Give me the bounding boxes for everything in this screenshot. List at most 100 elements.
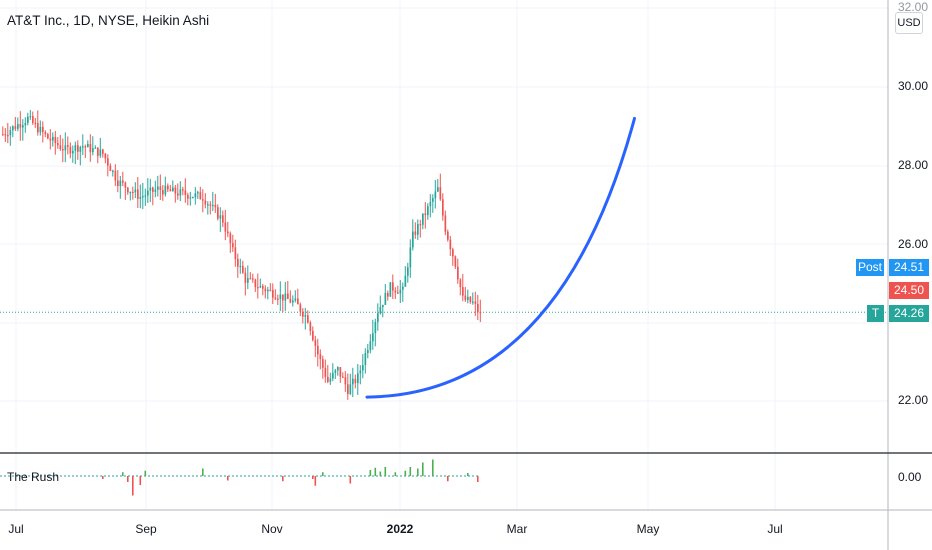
indicator-bar <box>369 470 372 476</box>
post-prefix-tag: Post <box>856 259 884 276</box>
candle-body <box>62 149 64 151</box>
candle-body <box>22 125 24 128</box>
candle-body <box>177 193 179 196</box>
candle-body <box>82 146 84 148</box>
candle-body <box>397 292 399 294</box>
candle-body <box>472 301 474 303</box>
candle-body <box>432 198 434 202</box>
candle-body <box>72 150 74 154</box>
candle-body <box>59 145 62 150</box>
candle-body <box>169 189 172 192</box>
candle-body <box>152 187 154 192</box>
candle-body <box>187 194 189 199</box>
candle-body <box>217 207 219 219</box>
candle-body <box>39 126 42 133</box>
candle-body <box>9 130 12 136</box>
candle-body <box>312 330 314 341</box>
candle-body <box>77 145 79 152</box>
post-price-tag: 24.51 <box>889 259 929 276</box>
indicator-bar <box>312 476 314 479</box>
candle-body <box>437 187 439 192</box>
candle-body <box>117 180 119 187</box>
candle-body <box>322 359 324 368</box>
indicator-bar <box>102 476 104 479</box>
candle-body <box>134 189 137 193</box>
indicator-zero-label: 0.00 <box>898 470 922 484</box>
candle-body <box>464 295 467 300</box>
annotation-curve <box>365 116 636 399</box>
candle-body <box>154 189 157 192</box>
candle-body <box>84 146 87 148</box>
candle-body <box>297 298 299 305</box>
indicator-bar <box>227 476 229 481</box>
candle-body <box>449 239 452 250</box>
candle-body <box>52 136 54 141</box>
candle-body <box>379 307 382 314</box>
candle-body <box>304 315 307 317</box>
candle-body <box>184 190 187 195</box>
candle-body <box>242 265 244 273</box>
candle-body <box>47 134 49 139</box>
x-tick-label: Jul <box>8 522 24 536</box>
candle-body <box>167 185 169 190</box>
indicator-bar <box>467 473 469 476</box>
indicator-bar <box>122 472 124 476</box>
indicator-bar <box>322 472 324 476</box>
candle-body <box>132 191 134 194</box>
candle-body <box>29 116 32 118</box>
candle-body <box>359 370 362 374</box>
candle-body <box>202 199 204 201</box>
rush-indicator <box>0 459 480 496</box>
candle-body <box>314 340 317 346</box>
candle-body <box>37 123 39 133</box>
candle-body <box>139 196 142 199</box>
candle-body <box>264 288 267 292</box>
candle-body <box>122 180 124 183</box>
candle-body <box>469 296 472 303</box>
candle-body <box>109 165 112 172</box>
candle-body <box>339 367 342 377</box>
x-tick-label: Jul <box>767 522 783 536</box>
candle-body <box>272 290 274 298</box>
candle-body <box>74 145 77 151</box>
candle-body <box>277 298 279 300</box>
currency-badge[interactable]: USD <box>895 12 923 34</box>
candle-body <box>224 222 227 232</box>
candle-body <box>94 147 97 149</box>
candle-body <box>279 294 282 300</box>
candle-body <box>257 287 259 289</box>
candle-body <box>414 231 417 235</box>
candle-body <box>354 378 357 384</box>
indicator-title: The Rush <box>7 470 60 484</box>
candle-body <box>369 341 372 351</box>
candle-body <box>244 272 247 283</box>
candle-body <box>19 124 22 128</box>
candle-body <box>477 303 479 313</box>
candle-body <box>104 153 107 159</box>
candle-body <box>64 145 67 151</box>
indicator-bar <box>432 459 434 476</box>
indicator-bar <box>127 476 129 482</box>
indicator-bar <box>144 470 147 476</box>
candle-body <box>79 147 82 152</box>
candle-body <box>162 190 164 195</box>
candle-body <box>384 292 387 305</box>
candle-body <box>222 215 224 223</box>
candle-body <box>97 147 99 156</box>
indicator-bar <box>394 472 397 476</box>
candle-body <box>89 143 92 153</box>
candle-body <box>254 279 257 288</box>
x-tick-label: Mar <box>506 522 528 536</box>
candle-body <box>347 384 349 394</box>
y-tick-label: 22.00 <box>898 393 929 407</box>
candle-body <box>399 289 402 294</box>
candle-body <box>302 311 304 317</box>
candle-body <box>99 149 102 156</box>
candle-body <box>212 204 214 207</box>
candle-body <box>204 200 207 205</box>
y-tick-label: 30.00 <box>898 79 929 93</box>
candle-body <box>344 377 347 385</box>
candle-body <box>324 367 327 377</box>
candle-body <box>364 353 367 365</box>
